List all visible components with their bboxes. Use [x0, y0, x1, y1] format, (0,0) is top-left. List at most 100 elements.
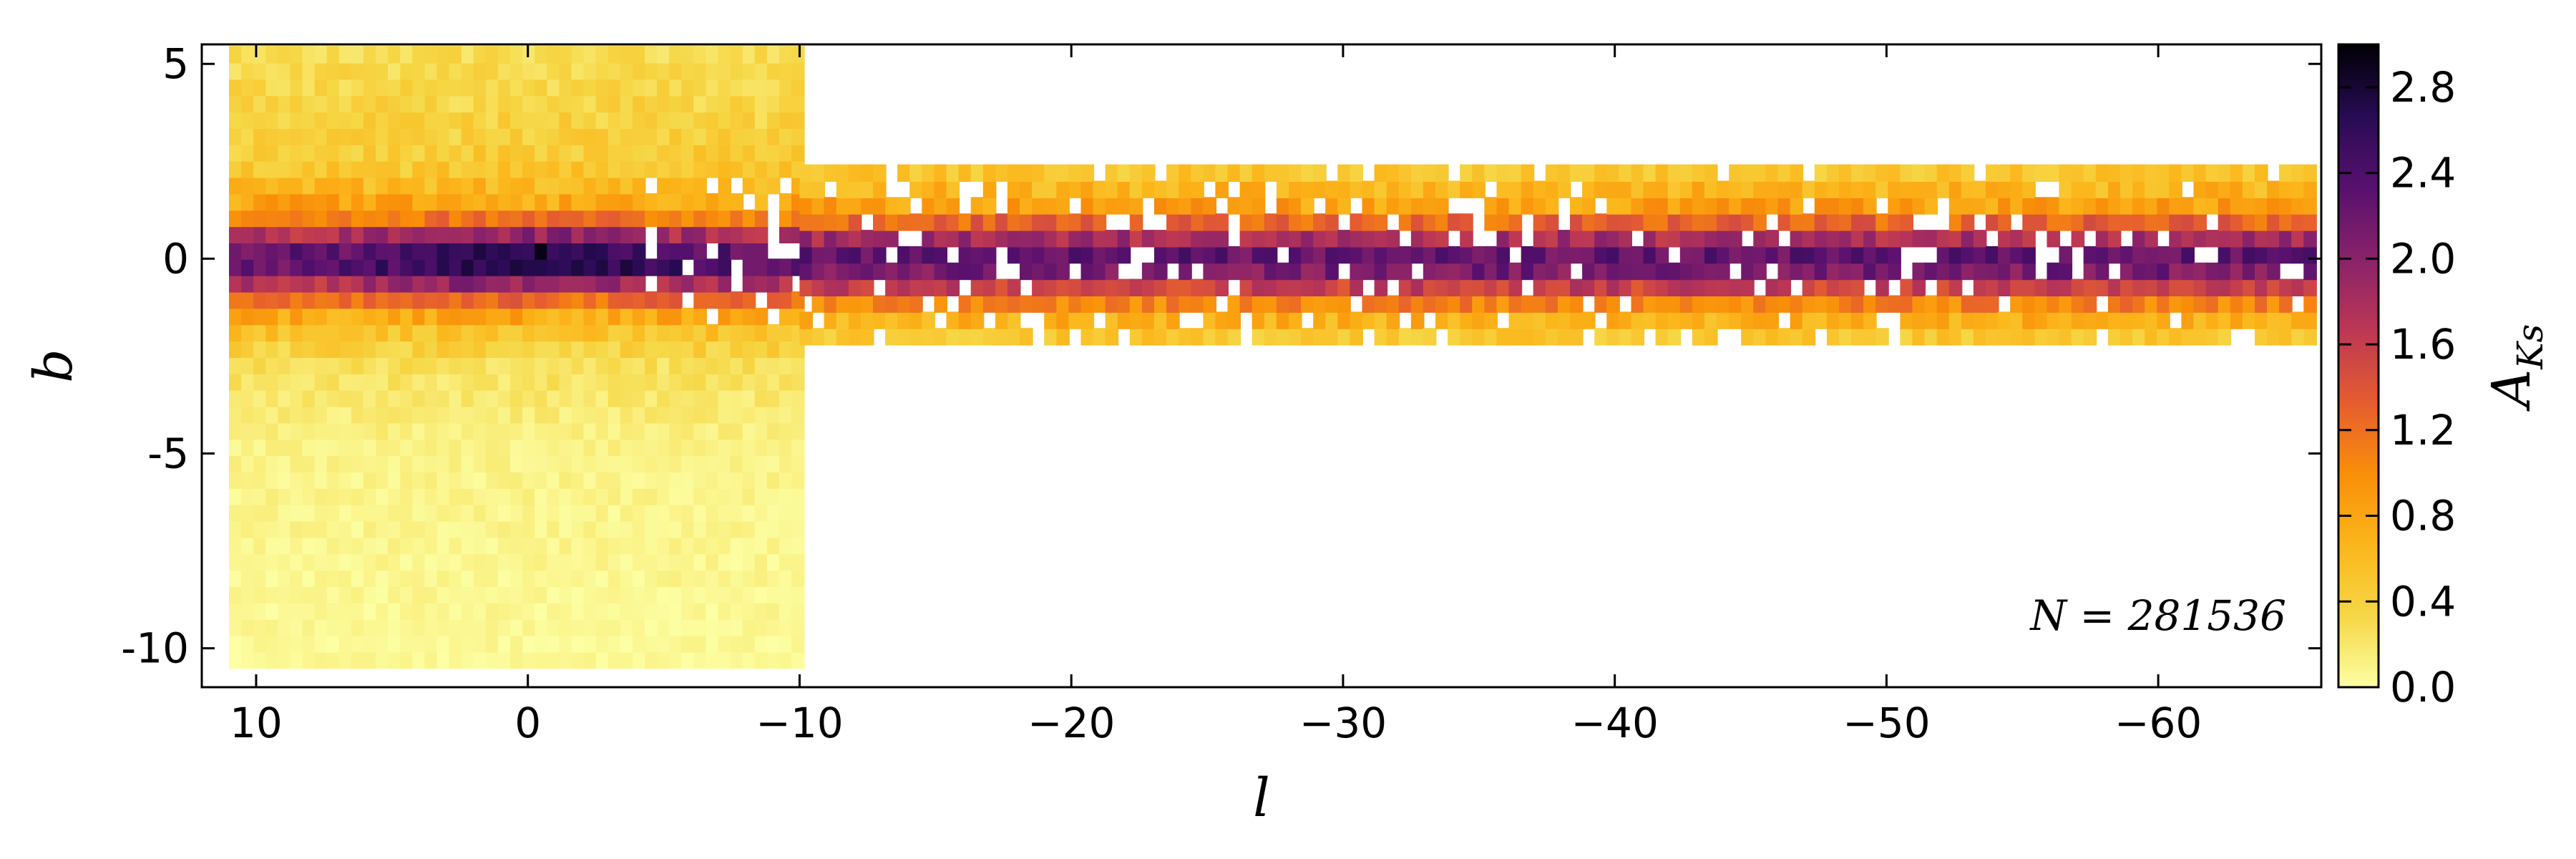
map-cell — [314, 127, 328, 145]
map-cell — [314, 307, 328, 326]
map-cell — [754, 504, 769, 522]
map-cell — [571, 553, 585, 571]
map-cell — [400, 144, 414, 162]
map-cell — [718, 536, 732, 555]
map-cell — [559, 618, 572, 636]
map-cell — [388, 225, 401, 243]
map-cell — [645, 46, 658, 64]
map-cell — [645, 389, 658, 407]
map-cell — [608, 62, 622, 80]
map-cell — [779, 193, 793, 211]
map-cell — [608, 553, 622, 571]
map-cell — [1227, 262, 1241, 281]
map-cell — [1484, 328, 1498, 346]
map-cell — [1252, 197, 1266, 215]
map-cell — [522, 258, 536, 276]
map-cell — [1448, 295, 1461, 313]
map-cell — [706, 471, 719, 489]
map-cell — [1325, 278, 1339, 296]
map-cell — [485, 242, 499, 260]
map-cell — [424, 356, 438, 374]
map-cell — [571, 144, 585, 162]
map-cell — [1679, 213, 1694, 231]
map-cell — [510, 340, 524, 358]
map-cell — [982, 246, 997, 264]
map-cell — [2242, 197, 2256, 215]
map-cell — [1496, 295, 1511, 313]
map-cell — [779, 291, 793, 309]
map-cell — [1741, 180, 1755, 198]
map-cell — [645, 324, 658, 342]
map-cell — [2279, 311, 2293, 329]
map-cell — [485, 455, 499, 472]
map-cell — [2034, 164, 2048, 182]
map-cell — [1533, 180, 1547, 198]
map-cell — [718, 225, 732, 243]
map-cell — [338, 62, 353, 80]
map-cell — [559, 78, 572, 97]
map-cell — [693, 504, 707, 522]
map-cell — [1117, 278, 1131, 296]
map-cell — [547, 307, 560, 326]
map-cell — [982, 262, 997, 281]
map-cell — [253, 160, 267, 178]
map-cell — [547, 78, 560, 97]
map-cell — [253, 94, 267, 113]
map-cell — [571, 406, 585, 424]
map-cell — [1948, 311, 1963, 329]
map-cell — [1203, 262, 1216, 281]
map-cell — [547, 487, 560, 505]
map-cell — [706, 46, 719, 64]
map-cell — [1655, 311, 1669, 329]
map-cell — [547, 504, 560, 522]
map-cell — [583, 389, 597, 407]
map-cell — [1289, 197, 1302, 215]
map-cell — [338, 193, 353, 211]
map-cell — [265, 225, 279, 243]
map-cell — [848, 213, 862, 231]
map-cell — [1068, 164, 1082, 182]
map-cell — [278, 455, 291, 472]
map-cell — [253, 553, 267, 571]
map-cell — [510, 553, 524, 571]
map-cell — [2291, 278, 2305, 296]
map-cell — [302, 94, 316, 113]
map-cell — [571, 258, 585, 276]
map-cell — [1313, 164, 1327, 182]
map-cell — [2095, 262, 2109, 281]
map-cell — [860, 230, 874, 248]
map-cell — [449, 520, 463, 538]
map-cell — [645, 651, 658, 669]
map-cell — [1337, 230, 1351, 248]
map-cell — [547, 275, 560, 293]
map-cell — [571, 78, 585, 97]
map-cell — [897, 262, 911, 281]
map-cell — [485, 111, 499, 129]
map-cell — [351, 291, 365, 309]
map-cell — [1839, 180, 1853, 198]
map-cell — [1435, 246, 1449, 264]
map-cell — [742, 242, 756, 260]
map-cell — [461, 635, 475, 653]
map-cell — [657, 144, 670, 162]
map-cell — [1203, 197, 1216, 215]
map-cell — [265, 258, 279, 276]
map-cell — [338, 94, 353, 113]
map-cell — [485, 438, 499, 457]
map-cell — [824, 197, 838, 215]
map-cell — [669, 356, 683, 374]
map-cell — [860, 295, 874, 313]
map-cell — [730, 586, 744, 603]
map-cell — [1717, 213, 1730, 231]
map-cell — [376, 242, 389, 260]
map-cell — [559, 373, 572, 391]
map-cell — [424, 406, 438, 424]
map-cell — [1044, 213, 1058, 231]
map-cell — [583, 373, 597, 391]
map-cell — [2291, 180, 2305, 198]
map-cell — [730, 569, 744, 587]
map-cell — [461, 46, 475, 64]
map-cell — [2107, 246, 2122, 264]
map-cell — [1839, 213, 1853, 231]
map-cell — [351, 62, 365, 80]
